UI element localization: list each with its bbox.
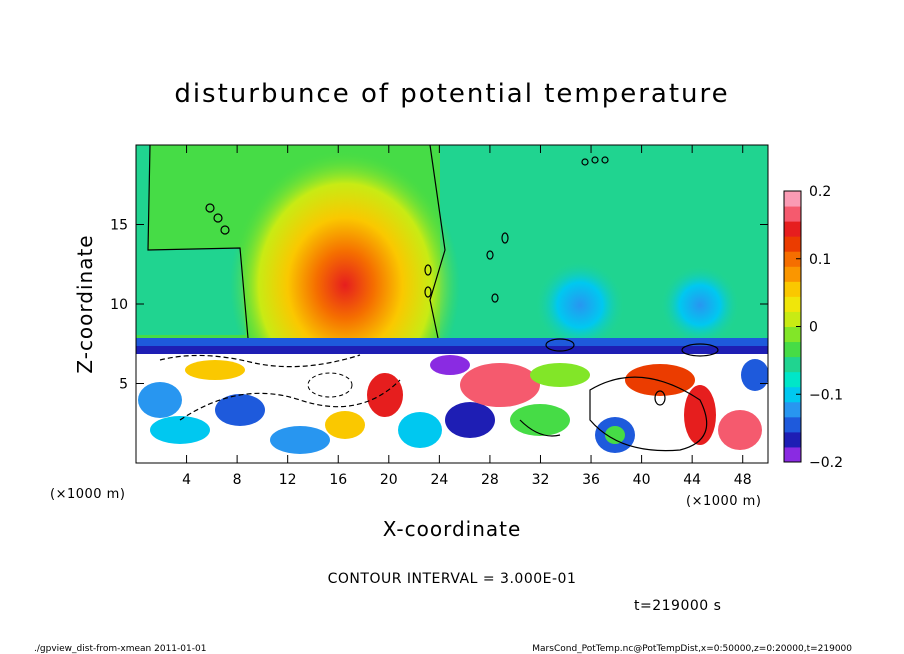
colorbar-swatch bbox=[784, 191, 801, 207]
colorbar-swatch bbox=[784, 341, 801, 358]
x-tick-label: 36 bbox=[582, 472, 600, 488]
y-tick-label: 5 bbox=[119, 377, 128, 393]
colorbar-tick-label: 0.2 bbox=[809, 184, 831, 200]
colorbar-swatch bbox=[784, 326, 801, 343]
x-tick-label: 48 bbox=[734, 472, 752, 488]
x-tick-label: 44 bbox=[683, 472, 701, 488]
inversion-band bbox=[136, 338, 768, 346]
colorbar-tick-label: 0.1 bbox=[809, 252, 831, 268]
field-left-region bbox=[136, 145, 246, 335]
footer-left: ./gpview_dist-from-xmean 2011-01-01 bbox=[34, 644, 206, 654]
x-axis: 4 8 12 16 20 24 28 32 36 40 44 48 bbox=[182, 145, 752, 488]
colorbar bbox=[784, 191, 801, 463]
footer-right: MarsCond_PotTemp.nc@PotTempDist,x=0:5000… bbox=[532, 644, 852, 654]
y-tick-label: 10 bbox=[110, 297, 128, 313]
colorbar-swatch bbox=[784, 296, 801, 312]
x-axis-unit: (×1000 m) bbox=[686, 494, 761, 509]
y-axis-label: Z-coordinate bbox=[73, 234, 97, 373]
x-tick-label: 8 bbox=[233, 472, 242, 488]
colorbar-tick-label: 0 bbox=[809, 320, 818, 336]
colorbar-tick-label: −0.1 bbox=[809, 387, 843, 403]
cool-anomaly-right bbox=[660, 265, 740, 345]
colorbar-swatch bbox=[784, 356, 801, 373]
colorbar-swatch bbox=[784, 221, 801, 237]
x-tick-label: 40 bbox=[633, 472, 651, 488]
colorbar-swatch bbox=[784, 206, 801, 222]
lower-layer-blobs bbox=[138, 355, 768, 454]
colorbar-swatch bbox=[784, 431, 801, 448]
x-tick-label: 12 bbox=[279, 472, 297, 488]
y-axis-unit: (×1000 m) bbox=[50, 487, 125, 502]
colorbar-swatch bbox=[784, 251, 801, 267]
x-tick-label: 28 bbox=[481, 472, 499, 488]
chart-title: disturbunce of potential temperature bbox=[174, 79, 729, 109]
inversion-band-dark bbox=[136, 346, 768, 354]
x-tick-label: 4 bbox=[182, 472, 191, 488]
colorbar-swatch bbox=[784, 311, 801, 327]
x-tick-label: 20 bbox=[380, 472, 398, 488]
x-axis-label: X-coordinate bbox=[383, 517, 522, 541]
time-label: t=219000 s bbox=[634, 598, 721, 614]
x-tick-label: 16 bbox=[329, 472, 347, 488]
colorbar-swatch bbox=[784, 281, 801, 297]
cool-anomaly-mid bbox=[535, 260, 625, 350]
colorbar-ticks: 0.2 0.1 0 −0.1 −0.2 bbox=[796, 184, 843, 471]
colorbar-swatch bbox=[784, 371, 801, 388]
colorbar-swatch bbox=[784, 266, 801, 282]
colorbar-swatch bbox=[784, 401, 801, 418]
heatmap-field bbox=[136, 145, 768, 463]
colorbar-swatch bbox=[784, 416, 801, 433]
colorbar-swatch bbox=[784, 386, 801, 403]
colorbar-tick-label: −0.2 bbox=[809, 455, 843, 471]
colorbar-swatch bbox=[784, 446, 801, 463]
y-axis: 5 10 15 bbox=[110, 218, 768, 393]
x-tick-label: 24 bbox=[430, 472, 448, 488]
x-tick-label: 32 bbox=[532, 472, 550, 488]
y-tick-label: 15 bbox=[110, 218, 128, 234]
colorbar-swatch bbox=[784, 236, 801, 252]
contour-lines bbox=[147, 145, 719, 452]
contour-interval-note: CONTOUR INTERVAL = 3.000E-01 bbox=[328, 571, 577, 587]
